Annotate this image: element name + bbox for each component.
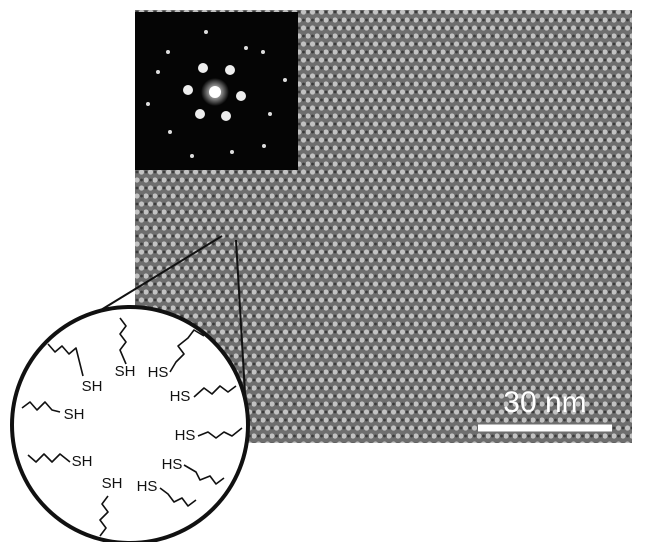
diffraction-inset bbox=[135, 12, 298, 170]
thiol-label: HS bbox=[170, 388, 191, 405]
thiol-label: SH bbox=[82, 378, 103, 395]
zoom-circle bbox=[12, 307, 248, 542]
thiol-label: SH bbox=[115, 363, 136, 380]
figure: 30 nm SHSHHSHSSHHSSHHSSHHS bbox=[0, 0, 648, 542]
thiol-label: SH bbox=[64, 406, 85, 423]
thiol-label: HS bbox=[137, 478, 158, 495]
thiol-label: HS bbox=[148, 364, 169, 381]
thiol-label: HS bbox=[162, 456, 183, 473]
thiol-label: HS bbox=[175, 427, 196, 444]
thiol-label: SH bbox=[102, 475, 123, 492]
thiol-label: SH bbox=[72, 453, 93, 470]
page: 30 nm SHSHHSHSSHHSSHHSSHHS (() => { cons… bbox=[0, 0, 648, 542]
scale-bar-label: 30 nm bbox=[503, 386, 586, 419]
